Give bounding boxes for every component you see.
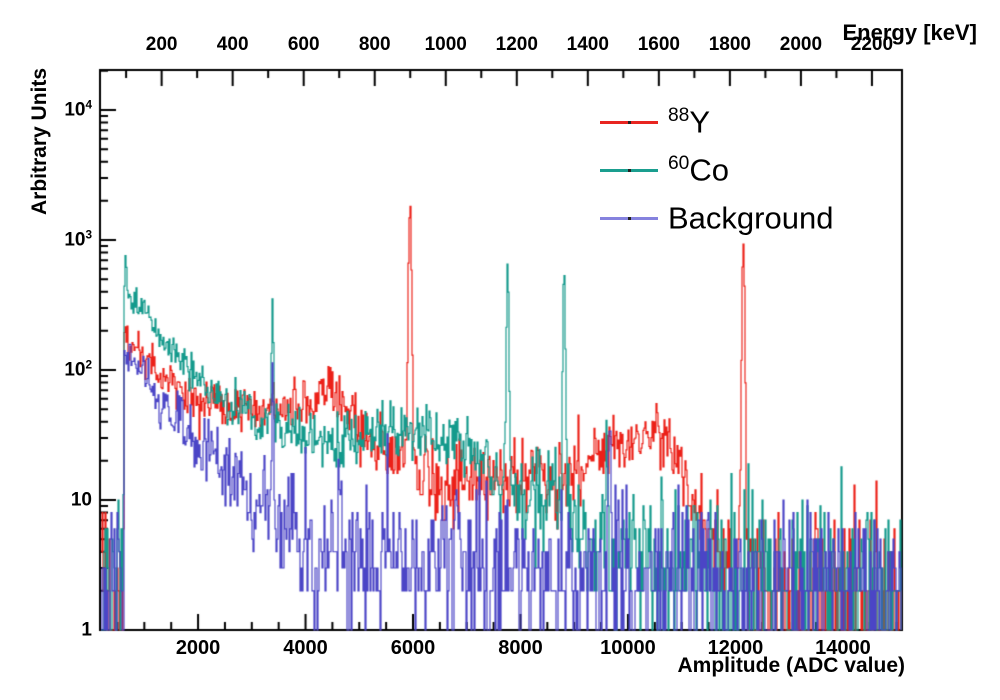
x-tick-label: 6000 (390, 637, 436, 659)
legend-item-y88: 88Y (600, 98, 910, 146)
y-tick-label: 102 (64, 358, 92, 381)
y-tick-label: 104 (64, 98, 92, 121)
top-tick-label: 1000 (424, 34, 467, 55)
legend-label: 60Co (668, 152, 730, 188)
x-tick-label: 2000 (175, 637, 221, 659)
top-tick-label: 200 (145, 34, 178, 55)
top-tick-label: 2200 (850, 34, 894, 55)
x-axis-title: Amplitude (ADC value) (677, 654, 905, 677)
x-tick-label: 8000 (498, 637, 543, 659)
y-axis-title: Arbitrary Units (28, 67, 51, 215)
top-tick-label: 400 (216, 34, 249, 55)
x-tick-label: 14000 (815, 637, 871, 659)
legend: 88Y 60Co Background (600, 98, 910, 242)
legend-marker-dot (627, 168, 631, 172)
top-tick-label: 1200 (495, 34, 538, 55)
top-tick-label: 1600 (637, 34, 680, 55)
legend-label: Background (668, 200, 834, 236)
legend-marker-dot (627, 120, 631, 124)
top-tick-label: 2000 (779, 34, 823, 55)
top-tick-label: 600 (287, 34, 320, 55)
legend-line-swatch (600, 168, 658, 172)
x-tick-label: 10000 (600, 637, 656, 659)
y-tick-label: 103 (64, 228, 92, 251)
y-tick-label: 10 (70, 489, 92, 511)
legend-line-swatch (600, 120, 658, 124)
top-tick-label: 800 (358, 34, 391, 55)
top-axis-title: Energy [keV] (842, 20, 978, 45)
legend-marker-dot (627, 216, 631, 220)
top-tick-label: 1400 (566, 34, 609, 55)
legend-item-co60: 60Co (600, 146, 910, 194)
legend-line-swatch (600, 216, 658, 220)
legend-label: 88Y (668, 104, 711, 140)
x-tick-label: 4000 (283, 637, 328, 659)
top-tick-label: 1800 (708, 34, 752, 55)
x-tick-label: 12000 (707, 637, 764, 659)
legend-item-background: Background (600, 194, 910, 242)
y-tick-label: 1 (81, 619, 92, 641)
